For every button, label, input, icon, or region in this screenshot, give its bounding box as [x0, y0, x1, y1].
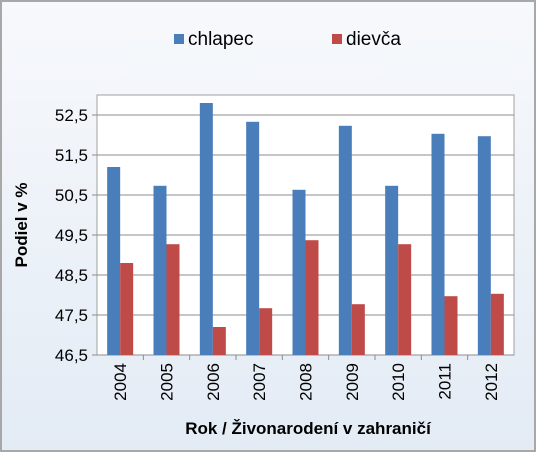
bar-dievča-2009 — [351, 304, 365, 355]
x-tick-label: 2005 — [158, 363, 177, 401]
x-tick-label: 2010 — [389, 363, 408, 401]
bar-chlapec-2006 — [199, 103, 213, 355]
x-axis-title: Rok / Živonarodení v zahraničí — [185, 419, 432, 438]
legend: chlapec dievča — [174, 29, 401, 50]
bars — [107, 103, 504, 355]
x-tick-label: 2004 — [111, 363, 130, 401]
bar-chlapec-2009 — [338, 125, 352, 355]
bar-chlapec-2005 — [153, 185, 167, 355]
bar-chlapec-2004 — [107, 167, 121, 355]
y-tick-label: 50,5 — [55, 186, 88, 205]
bar-dievča-2004 — [120, 263, 134, 355]
x-tick-labels: 2004 2005 2006 2007 2008 2009 2010 2011 2012 — [111, 355, 501, 401]
legend-label-chlapec: chlapec — [188, 29, 254, 50]
y-tick-label: 48,5 — [55, 266, 88, 285]
y-tick-label: 47,5 — [55, 306, 88, 325]
y-tick-label: 52,5 — [55, 106, 88, 125]
legend-swatch-dievča — [332, 34, 342, 44]
bar-dievča-2011 — [444, 296, 458, 355]
bar-dievča-2007 — [259, 308, 273, 355]
bar-chlapec-2008 — [292, 189, 306, 355]
bar-chlapec-2011 — [431, 133, 445, 355]
bar-dievča-2005 — [166, 244, 180, 355]
x-tick-label: 2011 — [436, 363, 455, 400]
legend-label-dievča: dievča — [346, 29, 401, 50]
y-axis-title: Podiel v % — [12, 182, 31, 267]
bar-dievča-2006 — [212, 327, 226, 355]
y-tick-label: 46,5 — [55, 346, 88, 365]
x-tick-label: 2008 — [297, 363, 316, 401]
legend-swatch-chlapec — [174, 34, 184, 44]
x-tick-label: 2012 — [482, 363, 501, 401]
bar-chlapec-2012 — [477, 136, 491, 355]
bar-chlapec-2007 — [246, 121, 260, 355]
bar-chlapec-2010 — [385, 185, 399, 355]
bar-dievča-2012 — [490, 293, 504, 355]
y-tick-label: 49,5 — [55, 226, 88, 245]
bar-dievča-2010 — [398, 244, 412, 355]
x-tick-label: 2006 — [204, 363, 223, 401]
x-tick-label: 2009 — [343, 363, 362, 401]
bar-dievča-2008 — [305, 240, 319, 355]
y-tick-label: 51,5 — [55, 146, 88, 165]
y-tick-labels: 46,5 47,5 48,5 49,5 50,5 51,5 52,5 — [55, 106, 88, 365]
x-tick-label: 2007 — [250, 363, 269, 401]
